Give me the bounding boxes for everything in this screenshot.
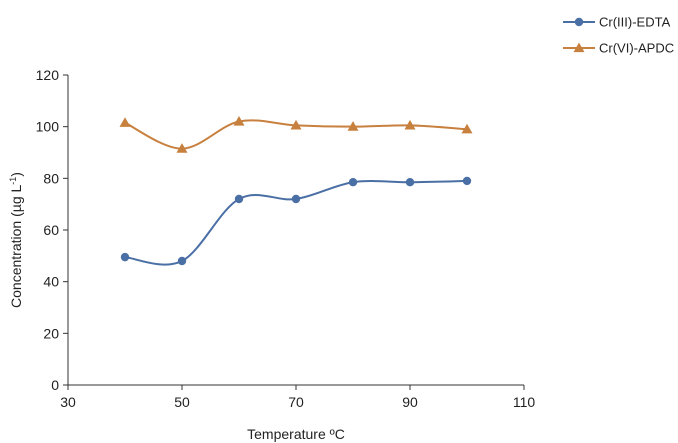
data-point — [291, 194, 301, 204]
x-axis-title: Temperature ºC — [247, 426, 345, 442]
legend-label: Cr(III)-EDTA — [599, 15, 671, 30]
y-tick-label: 100 — [36, 119, 60, 135]
series-layer — [119, 116, 473, 266]
data-point — [120, 252, 130, 262]
y-axis-title-suffix: ) — [8, 172, 24, 177]
data-point — [234, 194, 244, 204]
legend-label: Cr(VI)-APDC — [599, 41, 674, 56]
data-point — [290, 119, 302, 130]
y-axis-title: Concentration (µg L-1) — [8, 172, 24, 308]
y-tick-label: 60 — [43, 222, 59, 238]
legend-marker — [574, 17, 584, 27]
data-point — [177, 256, 187, 266]
y-tick-label: 120 — [36, 67, 60, 83]
y-tick-label: 0 — [51, 377, 59, 393]
legend: Cr(III)-EDTA Cr(VI)-APDC — [563, 15, 674, 56]
x-tick-label: 50 — [174, 394, 190, 410]
y-tick-label: 80 — [43, 170, 59, 186]
data-point — [462, 176, 472, 186]
data-point — [404, 119, 416, 130]
ticks: 30 50 70 90 110 0 20 40 60 80 100 120 — [36, 67, 536, 410]
x-tick-label: 90 — [402, 394, 418, 410]
series-line — [124, 179, 468, 266]
data-point — [347, 121, 359, 131]
data-point — [405, 178, 415, 187]
y-axis-title-superscript: -1 — [8, 177, 18, 185]
data-point — [461, 123, 473, 134]
data-point — [233, 116, 245, 126]
x-tick-label: 110 — [513, 394, 536, 410]
y-axis-title-main: Concentration (µg L — [8, 185, 24, 308]
x-tick-label: 70 — [288, 394, 304, 410]
data-point — [119, 117, 131, 127]
legend-marker — [573, 42, 585, 53]
y-tick-label: 20 — [43, 325, 59, 341]
data-point — [176, 143, 188, 153]
x-tick-label: 30 — [60, 394, 76, 410]
y-tick-label: 40 — [43, 274, 59, 290]
data-point — [348, 178, 358, 187]
